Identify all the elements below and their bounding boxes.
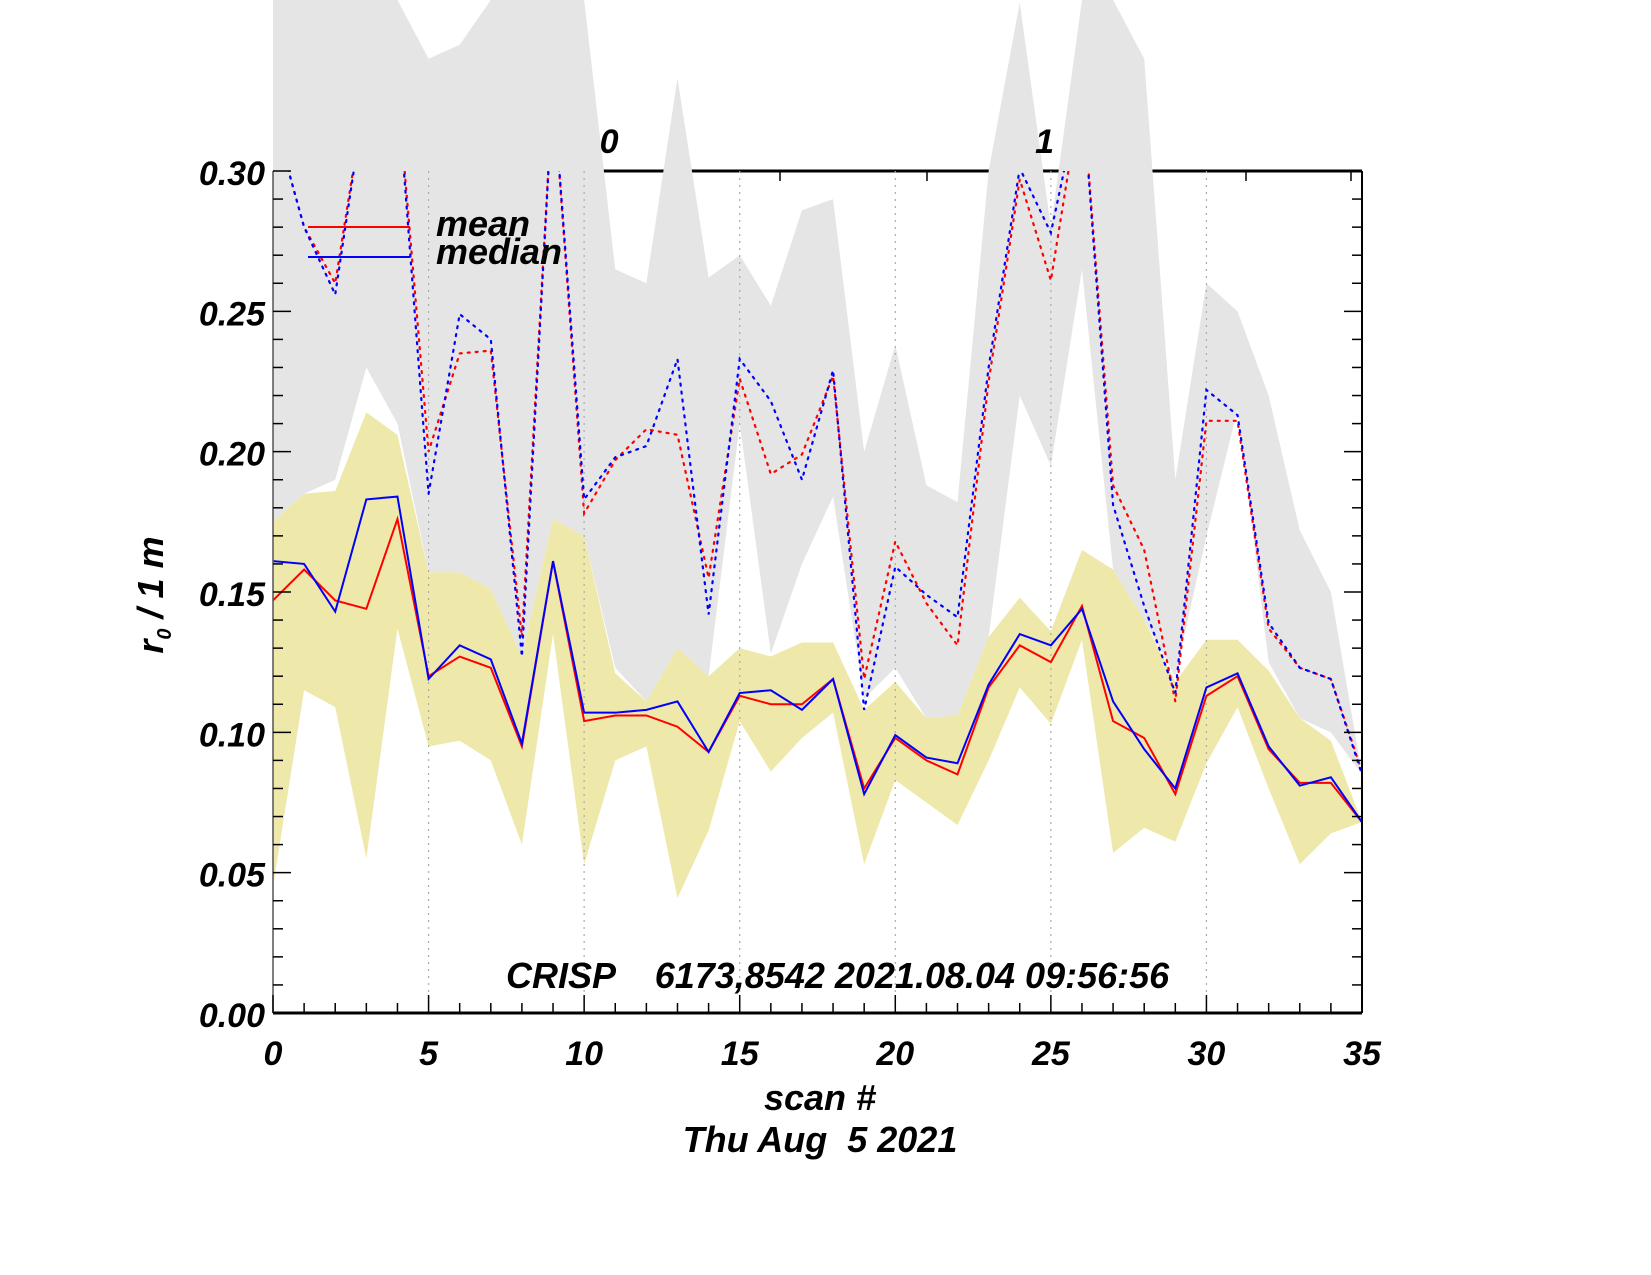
band-solid-range: [273, 412, 1362, 898]
x-tick-label: 20: [875, 1035, 914, 1073]
y-axis-title-main: r: [130, 638, 171, 654]
x-axis-date: Thu Aug 5 2021: [683, 1119, 958, 1160]
x-tick-label: 15: [721, 1035, 760, 1073]
y-tick-label: 0.05: [199, 857, 266, 895]
x-tick-label: 10: [565, 1035, 603, 1073]
top-axis-label: 1: [1035, 123, 1054, 161]
y-tick-label: 0.00: [199, 997, 265, 1035]
x-tick-label: 0: [264, 1035, 283, 1073]
y-axis-title-rest: / 1 m: [130, 536, 171, 628]
axes-layer: [272, 170, 1363, 1015]
series-dotted-mean: [287, 171, 1362, 773]
grid-layer: [427, 171, 1208, 1013]
y-tick-label: 0.25: [199, 295, 266, 333]
y-tick-label: 0.30: [199, 155, 265, 193]
legend: mean median: [308, 203, 562, 272]
lines-layer: [273, 171, 1362, 823]
series-mean: [273, 515, 1362, 823]
y-tick-label: 0.10: [199, 716, 265, 754]
x-tick-label: 35: [1343, 1035, 1382, 1073]
series-median: [273, 495, 1362, 823]
y-tick-label: 0.15: [199, 576, 266, 614]
y-tick-label: 0.20: [199, 436, 265, 474]
series-dotted-median: [287, 171, 1362, 776]
x-tick-label: 5: [419, 1035, 439, 1073]
tick-labels-layer: 0 5 10 15 20 25 30 350.000.050.100.150.200.250.…: [199, 123, 1382, 1073]
y-axis-title-subscript: 0: [154, 628, 176, 639]
instrument-annotation: CRISP 6173,8542 2021.08.04 09:56:56: [506, 955, 1170, 996]
bands-layer: [273, 0, 1362, 898]
legend-label-mean: mean: [436, 203, 530, 244]
x-tick-label: 25: [1031, 1035, 1071, 1073]
top-axis-label: 0: [600, 123, 619, 161]
x-axis-title: scan #: [764, 1077, 876, 1118]
y-axis-title: r0 / 1 m: [130, 536, 176, 653]
x-tick-label: 30: [1188, 1035, 1226, 1073]
legend-label-median: median: [436, 231, 562, 272]
